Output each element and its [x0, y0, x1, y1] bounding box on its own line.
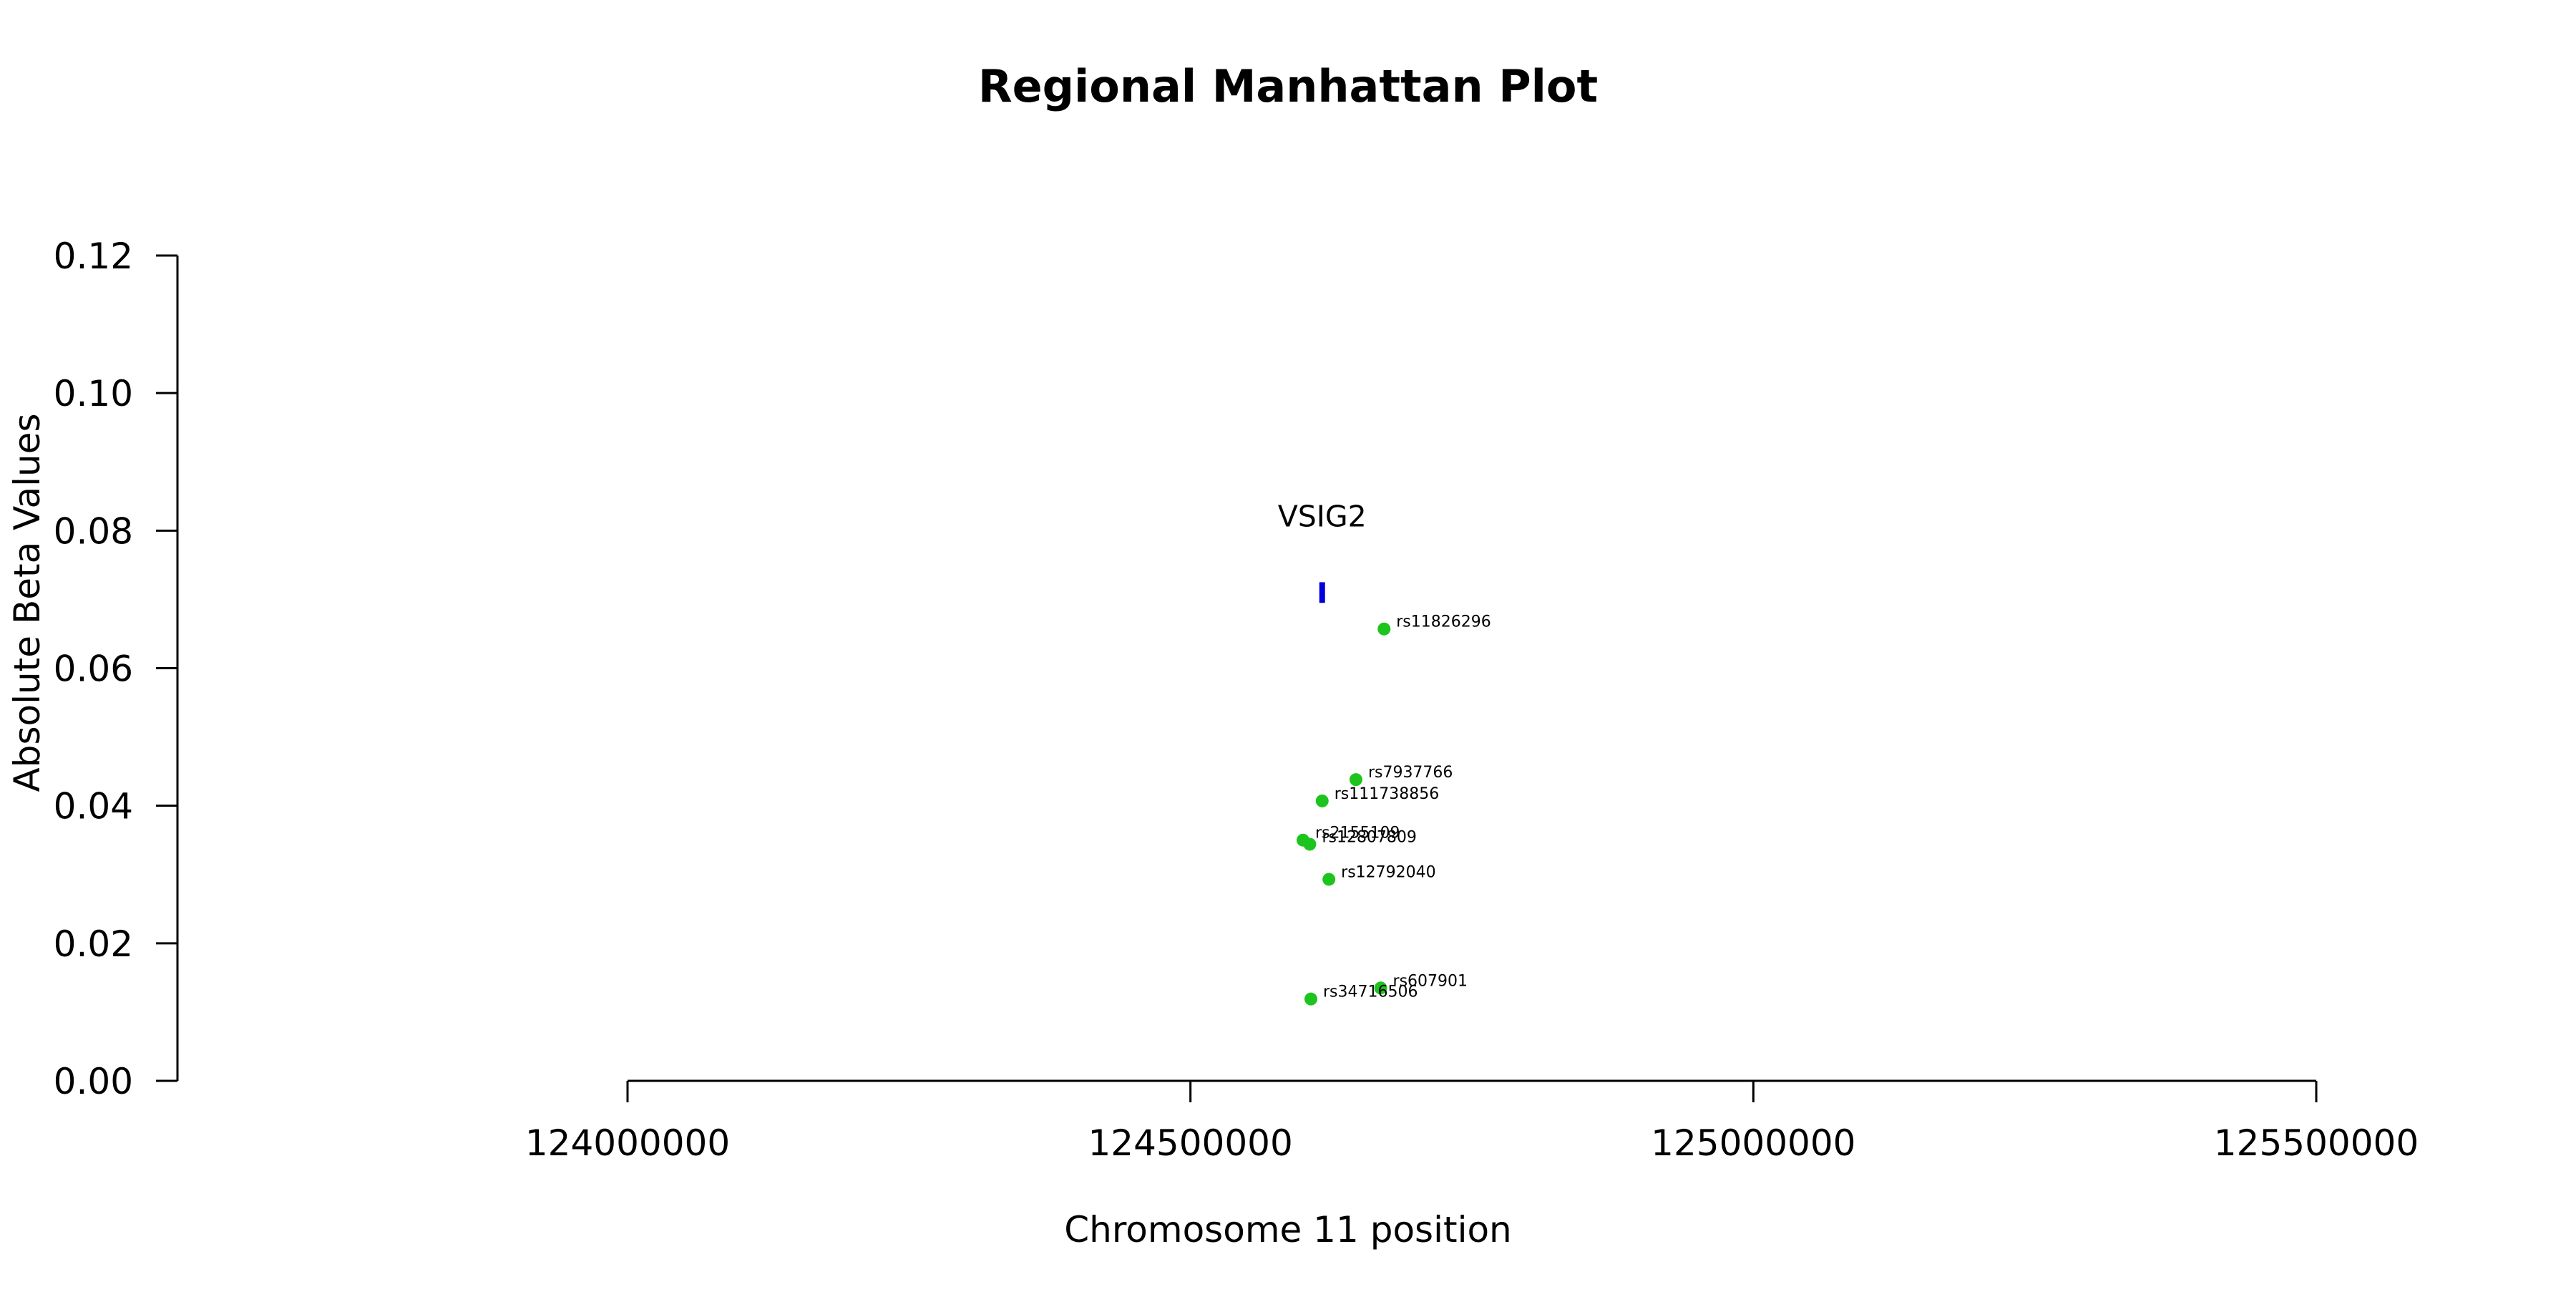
snp-label: rs2155109 — [1315, 825, 1400, 842]
snp-label: rs12807809 — [1322, 828, 1416, 846]
snp-point — [1374, 981, 1387, 995]
gene-marker — [1319, 582, 1325, 603]
gene-label: VSIG2 — [1278, 499, 1367, 533]
snp-label: rs111738856 — [1335, 785, 1439, 803]
y-axis: 0.00 0.02 0.04 0.06 0.08 0.10 0.12 — [54, 235, 179, 1102]
snp-point — [1315, 794, 1329, 807]
snp-label: rs607901 — [1393, 972, 1468, 990]
snp-label: rs11826296 — [1396, 613, 1491, 631]
y-tick-label: 0.12 — [54, 235, 133, 277]
x-tick-label: 125500000 — [2214, 1122, 2419, 1164]
snp-point — [1304, 992, 1318, 1006]
snp-point — [1349, 773, 1362, 787]
snp-label: rs34716506 — [1323, 983, 1418, 1001]
gene-track: VSIG2 — [1278, 499, 1367, 603]
x-tick-label: 124500000 — [1088, 1122, 1293, 1164]
y-tick-label: 0.08 — [54, 510, 133, 552]
snp-point — [1303, 837, 1317, 851]
snp-label: rs12792040 — [1341, 863, 1435, 881]
snp-point — [1322, 873, 1336, 886]
x-axis: 124000000 124500000 125000000 125500000 — [525, 1079, 2419, 1164]
snp-point — [1377, 622, 1391, 636]
chart-title: Regional Manhattan Plot — [978, 60, 1598, 112]
x-tick-label: 124000000 — [525, 1122, 730, 1164]
y-axis-label: Absolute Beta Values — [6, 414, 48, 792]
snp-label: rs7937766 — [1368, 764, 1453, 782]
x-tick-label: 125000000 — [1651, 1122, 1855, 1164]
y-tick-label: 0.00 — [54, 1061, 133, 1102]
snp-points: rs11826296rs7937766rs111738856rs2155109r… — [1297, 613, 1491, 1006]
y-tick-label: 0.02 — [54, 923, 133, 965]
y-tick-label: 0.04 — [54, 786, 133, 827]
x-axis-label: Chromosome 11 position — [1064, 1209, 1512, 1250]
y-tick-label: 0.10 — [54, 373, 133, 414]
y-tick-label: 0.06 — [54, 649, 133, 690]
